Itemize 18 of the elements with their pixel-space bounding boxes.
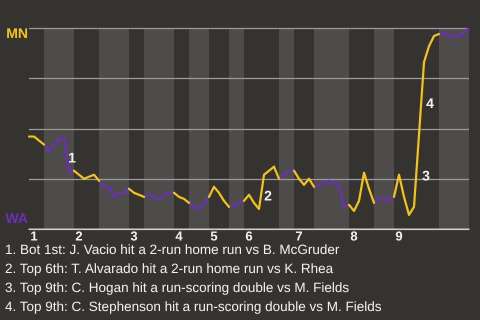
x-tick-label: 2	[75, 228, 83, 244]
annotation: 4	[426, 95, 434, 112]
text: 3. Top 9th: C. Hogan hit a run-scoring double vs M. Fields	[5, 279, 350, 297]
x-tick-label: 6	[245, 228, 253, 244]
x-tick-label: 8	[350, 228, 358, 244]
text: 4. Top 9th: C. Stephenson hit a run-scoring double vs M. Fields	[5, 298, 382, 316]
annotation: 2	[264, 188, 272, 204]
x-tick-label: 3	[130, 228, 138, 244]
text: WA	[5, 210, 28, 226]
x-tick-label: 4	[175, 228, 184, 244]
text: 2. Top 6th: T. Alvarado hit a 2-run home run vs K. Rhea	[5, 260, 334, 278]
text: MN	[6, 24, 28, 41]
x-tick-label: 5	[210, 228, 218, 244]
x-tick-label: 7	[295, 228, 303, 244]
text: 1. Bot 1st: J. Vacio hit a 2-run home run vs B. McGruder	[5, 242, 340, 257]
annotation: 1	[68, 150, 76, 166]
x-tick-label: 9	[395, 228, 403, 244]
x-tick-label: 1	[30, 228, 38, 244]
